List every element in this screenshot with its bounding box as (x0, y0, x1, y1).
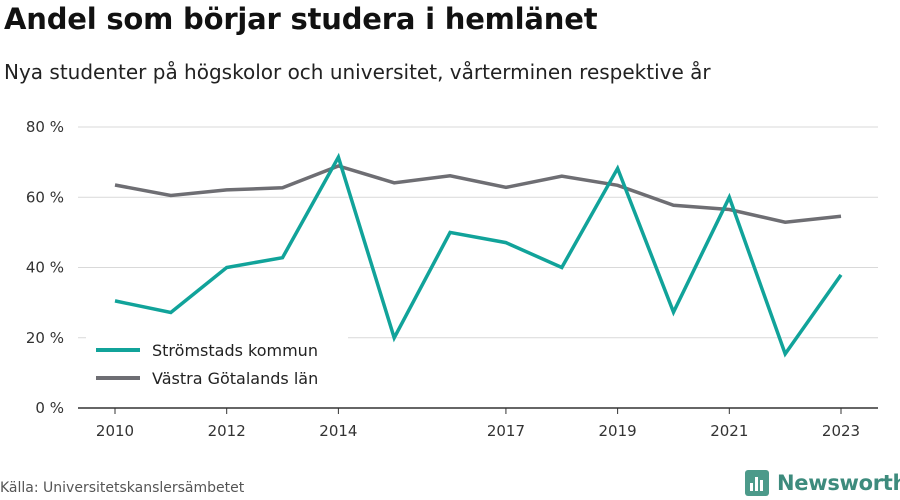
x-tick-label: 2023 (822, 422, 860, 440)
chart-subtitle: Nya studenter på högskolor och universit… (4, 60, 711, 84)
newsworthy-logo-icon (745, 470, 769, 496)
y-tick-label: 60 % (26, 188, 64, 206)
x-tick-label: 2014 (319, 422, 357, 440)
y-tick-label: 20 % (26, 329, 64, 347)
x-tick-label: 2021 (710, 422, 748, 440)
brand[interactable]: Newsworthy (745, 468, 900, 498)
legend-label-stromstad: Strömstads kommun (152, 341, 318, 360)
x-tick-label: 2017 (487, 422, 525, 440)
y-tick-label: 0 % (35, 399, 64, 417)
x-tick-label: 2012 (208, 422, 246, 440)
legend-label-vastra-gotaland: Västra Götalands län (152, 369, 318, 388)
x-tick-label: 2010 (96, 422, 134, 440)
series (114, 152, 843, 358)
y-tick-label: 40 % (26, 259, 64, 277)
grid-lines (78, 126, 878, 339)
axes: 0 % 20 % 40 % 60 % 80 % 2010 2012 2014 2017 2019 2… (26, 118, 878, 440)
source-note: Källa: Universitetskanslersämbetet (0, 480, 245, 496)
chart-title: Andel som börjar studera i hemlänet (4, 2, 598, 36)
x-tick-label: 2019 (599, 422, 637, 440)
series-line-vastra-gotaland (114, 164, 842, 224)
brand-name: Newsworthy (777, 471, 900, 495)
line-chart: 0 % 20 % 40 % 60 % 80 % 2010 2012 2014 2017 2019 2… (26, 118, 878, 440)
series-line-stromstad (114, 152, 843, 358)
y-tick-label: 80 % (26, 118, 64, 136)
legend-background (86, 334, 348, 398)
legend: Strömstads kommun Västra Götalands län (86, 334, 348, 398)
